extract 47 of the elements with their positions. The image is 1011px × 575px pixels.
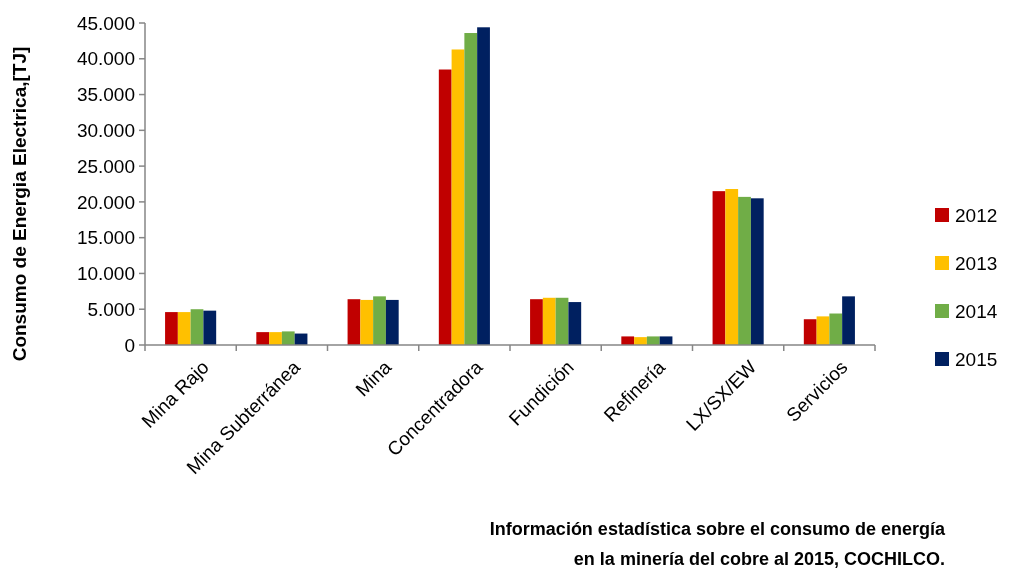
bar <box>568 302 582 345</box>
bar <box>621 336 635 345</box>
legend-label: 2015 <box>955 348 998 370</box>
y-tick-label: 35.000 <box>76 84 135 106</box>
bar <box>725 189 739 345</box>
bar <box>347 299 361 345</box>
y-tick-label: 5.000 <box>87 298 135 320</box>
bar <box>842 296 855 345</box>
y-tick-label: 10.000 <box>76 263 135 285</box>
y-tick-label: 45.000 <box>76 12 135 34</box>
y-tick-label: 0 <box>124 334 135 356</box>
bar <box>464 33 478 345</box>
bar <box>385 299 399 345</box>
bar <box>634 337 647 345</box>
bar <box>269 332 282 345</box>
legend-label: 2014 <box>955 300 998 322</box>
bar <box>542 297 556 345</box>
bar <box>281 331 295 345</box>
bar <box>177 312 191 345</box>
bar <box>477 27 490 345</box>
bar <box>829 313 843 345</box>
bar <box>530 299 543 345</box>
bar <box>438 69 452 345</box>
y-tick-label: 20.000 <box>76 191 135 213</box>
legend-label: 2013 <box>955 252 998 274</box>
bar <box>750 198 764 345</box>
bar <box>256 332 270 345</box>
bar <box>803 319 817 345</box>
bar <box>451 49 465 345</box>
y-axis-title: Consumo de Energia Electrica,[TJ] <box>9 46 30 362</box>
legend-label: 2012 <box>955 204 998 226</box>
text: en la minería del cobre al 2015, COCHILCO. <box>573 549 945 569</box>
bar <box>712 191 726 345</box>
bar <box>165 312 178 345</box>
bar <box>203 310 217 345</box>
bar <box>555 297 569 345</box>
bar <box>360 299 374 345</box>
y-tick-label: 40.000 <box>76 48 135 70</box>
y-tick-label: 30.000 <box>76 119 135 141</box>
text: Información estadística sobre el consumo de energía <box>489 519 946 539</box>
y-tick-label: 25.000 <box>76 155 135 177</box>
bar <box>373 296 386 345</box>
bar <box>190 309 204 345</box>
y-tick-label: 15.000 <box>76 227 135 249</box>
bar <box>646 336 660 345</box>
bar <box>816 316 830 345</box>
bar <box>738 196 751 345</box>
